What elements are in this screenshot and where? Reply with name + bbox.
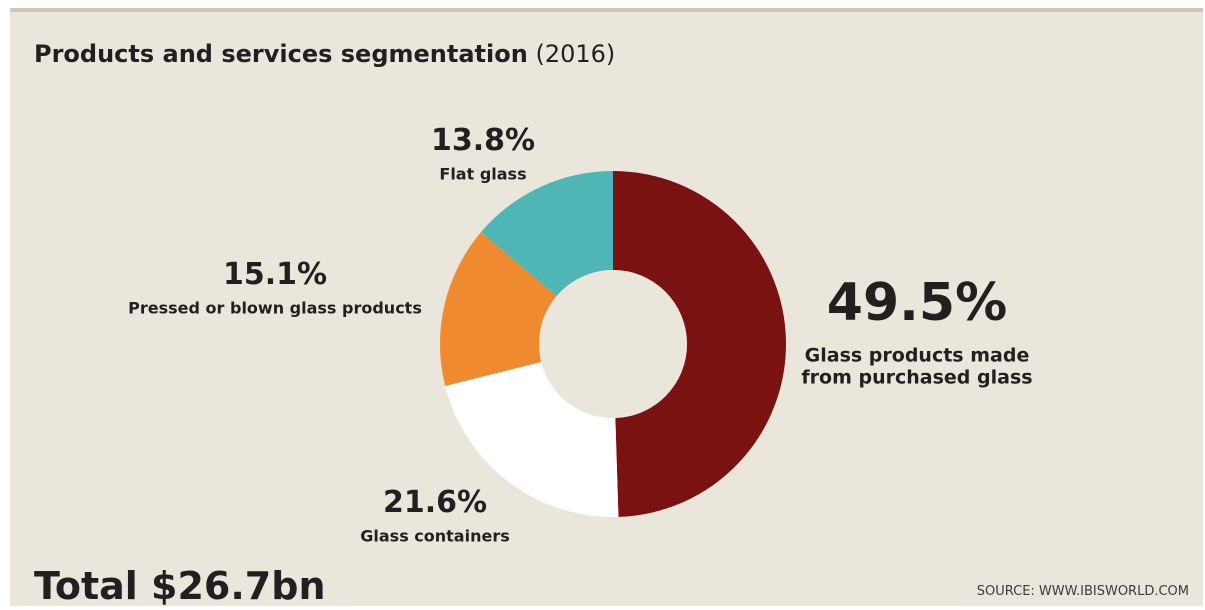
donut-hole bbox=[539, 270, 687, 418]
chart-title-year: (2016) bbox=[535, 40, 616, 68]
slice-1-label-line-1: Glass products made bbox=[805, 344, 1030, 366]
slice-1-percent: 49.5% bbox=[827, 273, 1007, 333]
donut-slice-4 bbox=[481, 171, 613, 297]
chart-title: Products and services segmentation (2016… bbox=[34, 40, 615, 68]
chart-card: Products and services segmentation (2016… bbox=[10, 8, 1203, 608]
donut-slice-3 bbox=[439, 232, 557, 386]
slice-2-label-line-1: Glass containers bbox=[360, 527, 509, 546]
donut-slice-2 bbox=[445, 361, 619, 517]
slice-4-percent: 13.8% bbox=[431, 123, 535, 158]
source-label: SOURCE: WWW.IBISWORLD.COM bbox=[976, 584, 1189, 599]
total-label: Total $26.7bn bbox=[34, 564, 326, 608]
slice-4-label-line-1: Flat glass bbox=[439, 165, 526, 184]
slice-3-label-line-1: Pressed or blown glass products bbox=[128, 299, 422, 318]
slice-2-percent: 21.6% bbox=[383, 485, 487, 520]
donut-slice-1 bbox=[613, 171, 787, 517]
chart-title-main: Products and services segmentation bbox=[34, 40, 528, 68]
slice-1-label-line-2: from purchased glass bbox=[801, 366, 1032, 388]
slice-3-percent: 15.1% bbox=[223, 257, 327, 292]
